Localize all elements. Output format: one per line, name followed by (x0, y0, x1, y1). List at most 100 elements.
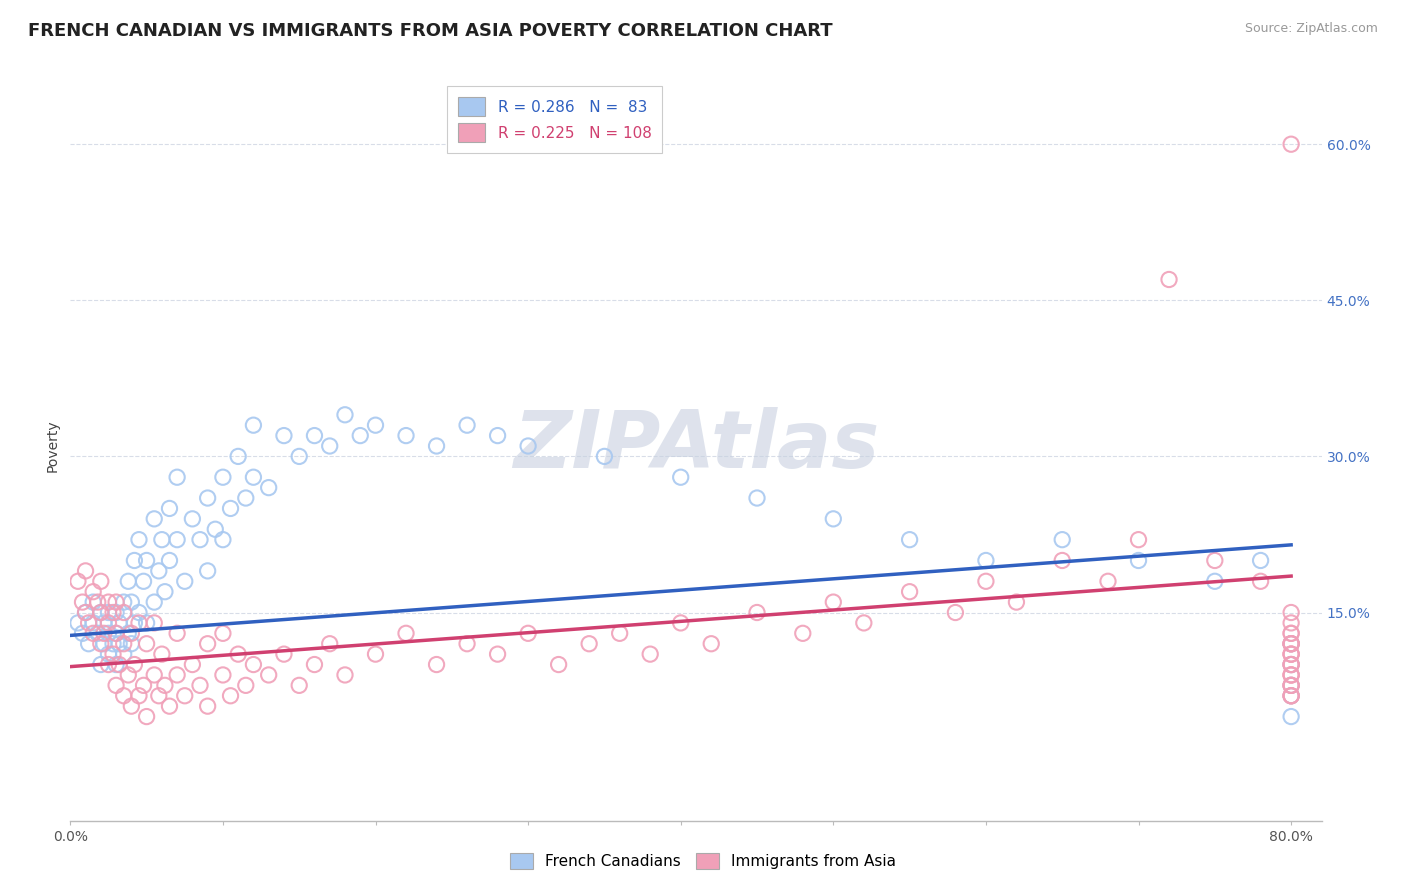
Point (90, 574, 112, 589)
Point (235, 678, 257, 692)
Point (1279, 657, 1302, 672)
Point (1128, 553, 1150, 567)
Point (72, 595, 94, 609)
Point (82, 615, 104, 630)
Point (1279, 615, 1302, 630)
Text: FRENCH CANADIAN VS IMMIGRANTS FROM ASIA POVERTY CORRELATION CHART: FRENCH CANADIAN VS IMMIGRANTS FROM ASIA … (28, 22, 832, 40)
Point (97, 647, 120, 661)
Point (87, 626, 110, 640)
Point (304, 428, 326, 442)
Point (898, 533, 921, 547)
Point (1279, 678, 1302, 692)
Point (120, 637, 142, 651)
Point (1204, 574, 1226, 589)
Point (1050, 533, 1073, 547)
Point (82, 584, 104, 599)
Point (1279, 678, 1302, 692)
Point (105, 657, 128, 672)
Point (75, 606, 97, 620)
Point (97, 595, 120, 609)
Point (609, 626, 631, 640)
Point (1279, 637, 1302, 651)
Point (212, 626, 235, 640)
Text: Source: ZipAtlas.com: Source: ZipAtlas.com (1244, 22, 1378, 36)
Point (212, 533, 235, 547)
Point (108, 637, 131, 651)
Point (974, 574, 997, 589)
Point (1279, 668, 1302, 682)
Point (1279, 657, 1302, 672)
Point (1250, 574, 1272, 589)
Point (124, 553, 146, 567)
Point (1279, 657, 1302, 672)
Point (87, 595, 110, 609)
Point (135, 615, 157, 630)
Point (823, 512, 845, 526)
Point (1128, 533, 1150, 547)
Point (135, 709, 157, 723)
Point (166, 626, 188, 640)
Point (1097, 574, 1119, 589)
Point (273, 428, 295, 442)
Point (66, 574, 89, 589)
Point (101, 637, 124, 651)
Point (242, 418, 264, 433)
Point (1279, 689, 1302, 703)
Point (219, 689, 242, 703)
Point (97, 626, 120, 640)
Point (319, 637, 342, 651)
Point (117, 668, 139, 682)
Point (333, 668, 356, 682)
Point (105, 595, 128, 609)
Point (120, 626, 142, 640)
Point (669, 615, 692, 630)
Point (112, 637, 135, 651)
Y-axis label: Poverty: Poverty (45, 420, 59, 472)
Point (112, 595, 135, 609)
Point (143, 668, 166, 682)
Point (166, 470, 188, 484)
Point (105, 626, 128, 640)
Point (1279, 606, 1302, 620)
Point (159, 699, 181, 714)
Point (425, 439, 447, 453)
Point (197, 564, 219, 578)
Point (1279, 689, 1302, 703)
Point (148, 564, 170, 578)
Point (593, 450, 616, 464)
Point (93, 615, 115, 630)
Point (1279, 647, 1302, 661)
Point (456, 637, 478, 651)
Point (1279, 657, 1302, 672)
Point (105, 606, 128, 620)
Point (77, 615, 100, 630)
Point (105, 626, 128, 640)
Point (124, 615, 146, 630)
Point (117, 626, 139, 640)
Point (226, 450, 249, 464)
Point (1279, 626, 1302, 640)
Text: ZIPAtlas: ZIPAtlas (513, 407, 879, 485)
Point (173, 574, 195, 589)
Point (1204, 553, 1226, 567)
Point (128, 606, 150, 620)
Point (132, 678, 155, 692)
Point (1279, 637, 1302, 651)
Point (108, 615, 131, 630)
Point (105, 678, 128, 692)
Point (128, 533, 150, 547)
Point (212, 668, 235, 682)
Point (792, 626, 814, 640)
Point (188, 533, 211, 547)
Point (823, 595, 845, 609)
Point (364, 647, 387, 661)
Point (1279, 709, 1302, 723)
Point (101, 606, 124, 620)
Point (974, 553, 997, 567)
Point (517, 439, 540, 453)
Point (97, 615, 120, 630)
Point (75, 606, 97, 620)
Point (235, 491, 257, 505)
Point (349, 428, 371, 442)
Point (745, 606, 768, 620)
